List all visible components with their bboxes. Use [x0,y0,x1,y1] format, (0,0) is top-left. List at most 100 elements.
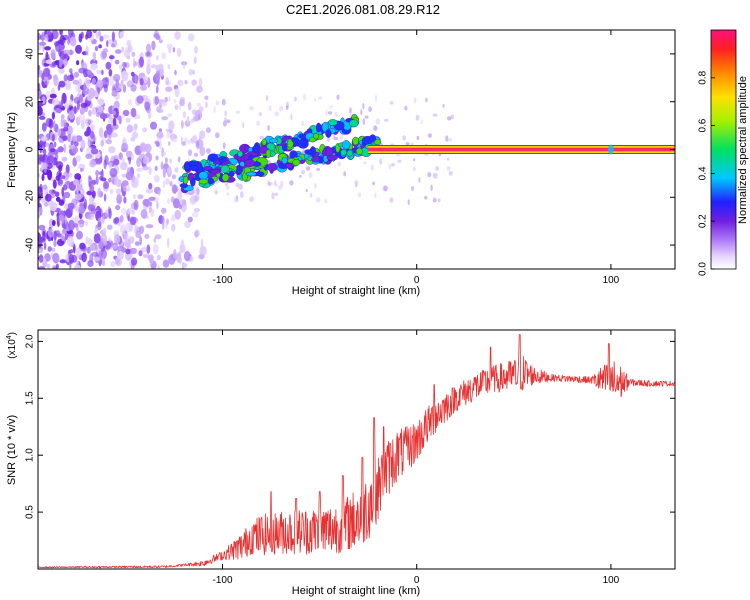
noise-speckle [111,89,119,96]
x-tick-label: 0 [414,575,420,586]
noise-speckle [150,64,157,69]
noise-speckle [194,45,198,54]
chirp-blob [281,156,288,165]
noise-speckle [55,175,61,182]
noise-speckle [189,137,196,144]
noise-speckle [174,88,180,98]
noise-speckle [59,179,64,185]
noise-speckle [140,209,148,219]
noise-speckle [127,215,130,222]
noise-speckle [334,111,338,117]
snr-panel: -100 0 100 0.5 1.0 1.5 2.0 Height of straight … [6,329,676,597]
noise-speckle [103,193,107,202]
noise-speckle [111,31,115,42]
noise-speckle [168,96,171,102]
chirp-blob [292,159,301,166]
noise-speckle [104,113,110,119]
noise-speckle [58,67,65,74]
chirp-blob [325,129,332,138]
noise-speckle [48,189,57,195]
noise-speckle [134,61,137,67]
noise-speckle [112,244,118,249]
noise-speckle [114,176,119,187]
noise-speckle [238,183,244,190]
noise-speckle [305,166,311,171]
noise-speckle [301,120,305,126]
noise-speckle [42,184,48,190]
noise-speckle [107,224,113,230]
noise-speckle [188,69,194,76]
noise-speckle [126,124,134,133]
spectrogram-content [38,30,675,269]
figure-title: C2E1.2026.081.08.29.R12 [286,2,440,17]
noise-speckle [51,111,56,120]
noise-speckle [194,195,199,202]
snr-frame [37,329,676,570]
noise-speckle [58,172,61,177]
noise-speckle [150,121,157,130]
noise-speckle [123,232,129,243]
noise-speckle [122,109,130,117]
tone-band [368,147,675,152]
noise-speckle [259,135,265,140]
noise-speckle [76,60,80,66]
noise-speckle [130,84,137,92]
noise-speckle [133,125,137,133]
noise-speckle [105,61,112,70]
noise-speckle [138,250,143,257]
chirp-blob [346,149,353,157]
noise-speckle [447,137,453,142]
noise-speckle [86,118,93,125]
spectrogram-y-axis-label: Frequency (Hz) [6,112,18,188]
noise-speckle [327,111,333,115]
noise-speckle [155,55,159,61]
noise-speckle [172,47,176,53]
noise-speckle [142,165,149,171]
noise-speckle [181,263,188,268]
noise-speckle [78,163,86,170]
noise-speckle [78,113,86,124]
noise-speckle [256,120,261,127]
colorbar-tick-label: 0.2 [698,214,709,228]
chirp-blob [311,156,321,163]
noise-speckle [51,247,56,252]
noise-speckle [130,153,135,161]
noise-speckle [157,190,161,196]
noise-speckle [167,113,173,117]
noise-speckle [53,141,57,148]
y-tick-label: 0.5 [25,505,36,519]
noise-speckle [199,130,206,140]
noise-speckle [184,137,188,144]
noise-speckle [415,114,420,121]
noise-speckle [201,249,205,255]
noise-speckle [372,181,375,186]
noise-speckle [315,197,321,203]
noise-speckle [65,80,71,90]
noise-speckle [38,248,44,254]
noise-speckle [442,104,445,108]
noise-speckle [75,155,81,163]
chirp-blob [237,150,244,158]
noise-speckle [88,87,96,99]
noise-speckle [154,96,159,105]
noise-speckle [144,233,150,239]
chirp-blob [265,149,272,158]
noise-speckle [98,44,102,49]
noise-speckle [38,206,43,216]
noise-speckle [60,99,64,109]
noise-speckle [147,111,152,119]
noise-speckle [364,115,369,119]
y-tick-label: 2.0 [25,334,36,348]
noise-speckle [88,109,92,117]
noise-speckle [123,49,131,58]
noise-speckle [41,122,47,132]
noise-speckle [86,246,91,254]
chirp-blob [326,154,338,161]
noise-speckle [86,126,91,136]
chirp-blob [285,162,294,169]
noise-speckle [38,254,44,263]
x-tick-label: -100 [212,575,232,586]
noise-speckle [134,224,138,230]
colorbar-tick-label: 0.8 [698,70,709,84]
noise-speckle [168,120,175,131]
